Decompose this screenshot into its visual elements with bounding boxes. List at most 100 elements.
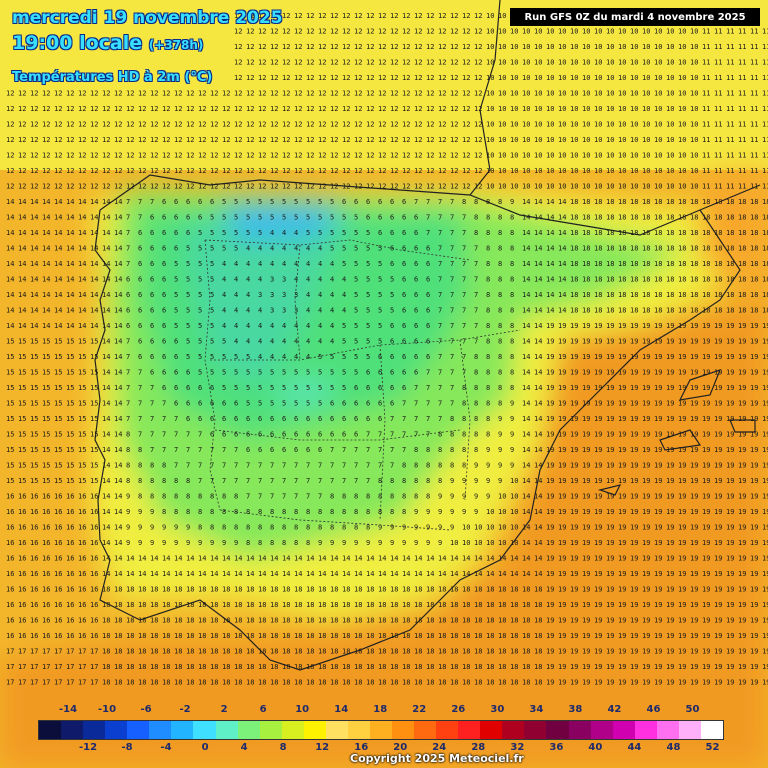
grid-value: 19 (714, 353, 722, 361)
grid-value: 12 (6, 90, 14, 98)
grid-value: 11 (738, 74, 746, 82)
grid-value: 18 (594, 245, 602, 253)
grid-value: 8 (186, 508, 190, 516)
grid-value: 10 (570, 28, 578, 36)
grid-value: 10 (558, 167, 566, 175)
grid-value: 19 (606, 648, 614, 656)
grid-value: 5 (318, 400, 322, 408)
grid-value: 12 (306, 74, 314, 82)
grid-value: 18 (426, 679, 434, 687)
grid-value: 10 (630, 121, 638, 129)
grid-value: 8 (486, 400, 490, 408)
grid-value: 5 (282, 214, 286, 222)
grid-value: 18 (486, 601, 494, 609)
grid-value: 3 (282, 291, 286, 299)
grid-value: 19 (630, 353, 638, 361)
grid-value: 18 (162, 679, 170, 687)
grid-value: 10 (630, 59, 638, 67)
grid-value: 12 (450, 121, 458, 129)
grid-value: 10 (582, 183, 590, 191)
grid-value: 12 (198, 152, 206, 160)
grid-value: 18 (210, 679, 218, 687)
grid-value: 19 (750, 400, 758, 408)
grid-value: 5 (390, 276, 394, 284)
grid-value: 16 (90, 601, 98, 609)
grid-value: 19 (582, 648, 590, 656)
grid-value: 19 (690, 462, 698, 470)
grid-value: 8 (150, 493, 154, 501)
grid-value: 15 (30, 369, 38, 377)
grid-value: 19 (750, 462, 758, 470)
grid-value: 19 (606, 400, 614, 408)
grid-value: 7 (306, 477, 310, 485)
grid-value: 19 (630, 663, 638, 671)
grid-value: 8 (126, 446, 130, 454)
grid-value: 19 (570, 400, 578, 408)
grid-value: 7 (462, 260, 466, 268)
grid-value: 8 (246, 508, 250, 516)
grid-value: 10 (498, 74, 506, 82)
grid-value: 12 (258, 136, 266, 144)
grid-value: 19 (702, 617, 710, 625)
grid-value: 10 (606, 28, 614, 36)
grid-value: 10 (546, 28, 554, 36)
grid-value: 17 (54, 648, 62, 656)
grid-value: 19 (714, 477, 722, 485)
grid-value: 19 (606, 570, 614, 578)
grid-value: 19 (690, 446, 698, 454)
grid-value: 4 (330, 291, 334, 299)
grid-value: 10 (606, 59, 614, 67)
grid-value: 5 (366, 260, 370, 268)
legend-bottom-label: 8 (279, 742, 287, 753)
grid-value: 6 (426, 353, 430, 361)
grid-value: 15 (6, 477, 14, 485)
grid-value: 8 (462, 446, 466, 454)
grid-value: 18 (210, 663, 218, 671)
grid-value: 19 (738, 462, 746, 470)
grid-value: 10 (498, 43, 506, 51)
grid-value: 12 (258, 90, 266, 98)
grid-value: 18 (630, 229, 638, 237)
grid-value: 14 (522, 415, 530, 423)
grid-value: 16 (90, 555, 98, 563)
grid-value: 19 (714, 415, 722, 423)
grid-value: 6 (402, 260, 406, 268)
grid-value: 17 (78, 648, 86, 656)
grid-value: 19 (702, 431, 710, 439)
grid-value: 12 (78, 167, 86, 175)
grid-value: 11 (750, 28, 758, 36)
grid-value: 5 (366, 245, 370, 253)
grid-value: 16 (42, 508, 50, 516)
grid-value: 7 (450, 322, 454, 330)
grid-value: 12 (198, 183, 206, 191)
grid-value: 11 (750, 59, 758, 67)
grid-value: 19 (594, 400, 602, 408)
grid-value: 19 (546, 632, 554, 640)
grid-value: 4 (258, 338, 262, 346)
grid-value: 10 (498, 12, 506, 20)
grid-value: 18 (606, 291, 614, 299)
grid-value: 19 (546, 648, 554, 656)
grid-value: 18 (462, 617, 470, 625)
grid-value: 18 (666, 307, 674, 315)
grid-value: 12 (90, 105, 98, 113)
grid-value: 4 (306, 353, 310, 361)
grid-value: 19 (606, 322, 614, 330)
grid-value: 6 (402, 291, 406, 299)
grid-value: 14 (498, 555, 506, 563)
grid-value: 19 (678, 570, 686, 578)
grid-value: 12 (18, 105, 26, 113)
grid-value: 9 (150, 508, 154, 516)
grid-value: 17 (54, 679, 62, 687)
grid-value: 14 (114, 570, 122, 578)
grid-value: 16 (54, 601, 62, 609)
grid-value: 14 (90, 276, 98, 284)
grid-value: 14 (138, 570, 146, 578)
grid-value: 4 (294, 322, 298, 330)
grid-value: 12 (186, 90, 194, 98)
grid-value: 19 (726, 617, 734, 625)
grid-value: 6 (258, 446, 262, 454)
grid-value: 11 (714, 59, 722, 67)
grid-value: 18 (114, 586, 122, 594)
grid-value: 8 (498, 229, 502, 237)
